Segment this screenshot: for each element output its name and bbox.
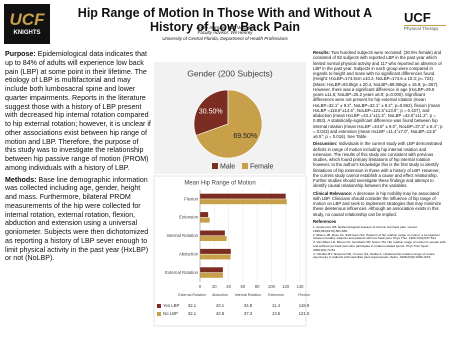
body-text: Individuals in the current study with LB… [313, 141, 443, 189]
reference: 1. Andersson GB. Epidemiological feature… [313, 225, 418, 233]
chart-title: Mean Hip Range of Motion [184, 181, 255, 187]
heading: Methods: [5, 175, 37, 184]
references-heading: References [313, 218, 337, 224]
body-text: Epidemiological data indicates that up t… [5, 50, 151, 172]
table-header: Extension [268, 293, 284, 297]
right-column: Results: Two hundred subjects were recru… [313, 50, 446, 260]
slice-label: 30.50% [199, 109, 223, 116]
y-tick-label: External Rotation [165, 270, 199, 275]
table-cell: 121.5 [299, 311, 310, 316]
bar [200, 248, 231, 254]
bar [200, 236, 227, 241]
table-cell: 34.8 [244, 303, 253, 308]
table-cell: 32.1 [188, 311, 197, 316]
legend-swatch [242, 163, 248, 169]
body-text: Base line demographic information was co… [5, 175, 149, 263]
bar [200, 254, 231, 260]
poster-title: Hip Range of Motion In Those With and Wi… [77, 6, 373, 34]
right-logo: UCF Physical Therapy [404, 10, 446, 31]
left-logo: UCF KNIGHTS [4, 4, 50, 44]
affiliation: University of Central Florida, Departmen… [162, 35, 288, 41]
reference: 4. Cibulka MT, Sinacore DR, Cromer GS, D… [313, 251, 435, 260]
table-cell: 32.1 [188, 303, 197, 308]
legend-swatch [157, 304, 161, 308]
x-tick-label: 120 [282, 284, 290, 289]
bar [200, 193, 286, 199]
heading: Results: [313, 50, 330, 55]
x-tick-label: 140 [297, 284, 305, 289]
bar [200, 199, 287, 205]
x-tick-label: 20 [212, 284, 217, 289]
discussion: Discussion: Individuals in the current s… [313, 141, 446, 188]
bar [200, 212, 209, 218]
legend-swatch [212, 163, 218, 169]
clinical: Clinical Relevance: A decrease in hip mo… [313, 191, 446, 217]
x-tick-label: 60 [241, 284, 246, 289]
table-header: Flexion [298, 293, 310, 297]
legend-label: Yes LBP [163, 303, 179, 308]
results: Results: Two hundred subjects were recru… [313, 50, 446, 139]
legend-label: No LBP [163, 311, 178, 316]
heading: Discussion: [313, 141, 338, 147]
heading: Purpose: [5, 50, 36, 58]
authors-block: Andre Ishmael, Rob Williams Faculty Advi… [55, 25, 395, 41]
logo-text: UCF [404, 10, 431, 25]
advisor: Faculty Advisor: Wil Henrey [197, 30, 253, 36]
table-header: Abduction [212, 293, 228, 297]
table-cell: 13.5 [272, 311, 281, 316]
authors: Andre Ishmael, Rob Williams [196, 25, 254, 30]
reference: 3. Van Dillen LR, Bloom NJ, Gombatto SP,… [313, 240, 446, 252]
references: 1. Andersson GB. Epidemiological feature… [313, 225, 446, 260]
x-tick-label: 80 [255, 284, 260, 289]
slice-label: 69.50% [233, 133, 257, 140]
chart-title: Gender (200 Subjects) [187, 68, 273, 78]
legend-label: Female [250, 163, 273, 170]
bar [200, 217, 210, 223]
table-cell: 11.4 [272, 303, 281, 308]
bar [200, 267, 223, 273]
bar [200, 230, 225, 236]
purpose: Purpose: Epidemiological data indicates … [5, 50, 151, 173]
table-header: Internal Rotation [235, 293, 261, 297]
table-cell: 43.1 [216, 303, 225, 308]
y-tick-label: Internal Rotation [166, 233, 198, 238]
body-text: Two hundred subjects were recruited: (30… [313, 50, 443, 139]
table-cell: 37.3 [244, 311, 253, 316]
logo-sub: KNIGHTS [13, 30, 41, 36]
logo-sub: Physical Therapy [404, 25, 446, 31]
x-tick-label: 100 [268, 284, 276, 289]
x-tick-label: 0 [199, 284, 202, 289]
pie-slice [195, 89, 263, 159]
x-tick-label: 40 [226, 284, 231, 289]
y-tick-label: Flexion [184, 196, 198, 201]
methods: Methods: Base line demographic informati… [5, 176, 151, 264]
y-tick-label: Extension [179, 215, 198, 220]
bar [200, 272, 223, 278]
logo-text: UCF [9, 10, 45, 29]
pie-slice [193, 89, 229, 136]
y-tick-label: Abduction [179, 252, 199, 257]
left-column: Purpose: Epidemiological data indicates … [5, 50, 151, 266]
table-header: External Rotation [178, 293, 206, 297]
legend-swatch [157, 312, 161, 316]
reference: 2. Ellison JB, Rose SJ, Sahrmann SA. Pat… [313, 232, 440, 241]
table-cell: 42.8 [216, 311, 225, 316]
legend-label: Male [220, 163, 235, 170]
body-text: A decrease in hip mobility may be associ… [313, 190, 442, 217]
table-cell: 119.9 [299, 303, 310, 308]
heading: Clinical Relevance: [313, 190, 353, 196]
